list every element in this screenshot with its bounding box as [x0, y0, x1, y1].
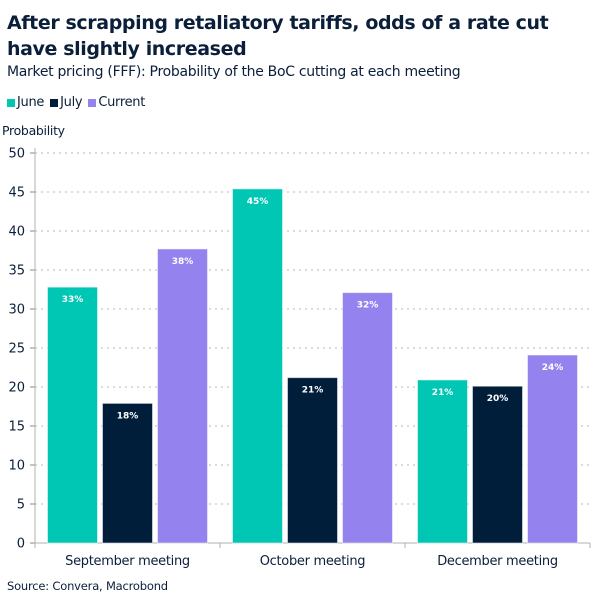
bar-june	[47, 286, 98, 544]
y-tick-label: 20	[8, 381, 25, 396]
x-category-label: September meeting	[65, 554, 190, 569]
bar-june	[232, 188, 283, 544]
bar-current	[527, 354, 578, 544]
y-axis-label: Probability	[2, 123, 65, 138]
y-tick-label: 35	[8, 264, 25, 279]
bar-current	[342, 292, 393, 544]
data-label: 32%	[357, 301, 379, 311]
legend-item-current: Current	[88, 95, 145, 110]
y-tick-label: 15	[8, 420, 25, 435]
data-label: 21%	[302, 386, 324, 396]
bar-july	[472, 385, 523, 544]
y-tick-label: 30	[8, 303, 25, 318]
chart-title: After scrapping retaliatory tariffs, odd…	[7, 12, 549, 60]
legend-label-july: July	[60, 95, 83, 110]
data-label: 33%	[62, 295, 84, 305]
y-tick-label: 25	[8, 342, 25, 357]
y-tick-label: 10	[8, 459, 25, 474]
y-tick-label: 40	[8, 225, 25, 240]
y-tick-label: 5	[17, 498, 25, 513]
bar-june	[417, 379, 468, 544]
y-tick-label: 0	[17, 537, 25, 552]
data-label: 20%	[487, 394, 509, 404]
legend-swatch-july	[50, 98, 59, 107]
legend-swatch-june	[7, 98, 15, 107]
legend: June July Current	[7, 95, 145, 110]
legend-label-june: June	[17, 95, 45, 110]
bar-july	[102, 402, 153, 544]
legend-item-july: July	[50, 95, 83, 110]
x-category-label: December meeting	[437, 554, 558, 569]
bar-july	[287, 377, 338, 544]
chart-subtitle: Market pricing (FFF): Probability of the…	[7, 64, 461, 80]
legend-swatch-current	[88, 98, 97, 107]
source-note: Source: Convera, Macrobond	[7, 579, 168, 593]
data-label: 38%	[172, 257, 194, 267]
legend-item-june: June	[7, 95, 44, 110]
x-category-label: October meeting	[260, 554, 366, 569]
data-label: 45%	[247, 197, 269, 207]
bar-current	[157, 248, 208, 544]
data-label: 18%	[117, 411, 139, 421]
legend-label-current: Current	[98, 95, 146, 110]
data-label: 24%	[542, 363, 564, 373]
y-tick-label: 50	[8, 147, 25, 162]
y-tick-label: 45	[8, 186, 25, 201]
data-label: 21%	[432, 388, 454, 398]
